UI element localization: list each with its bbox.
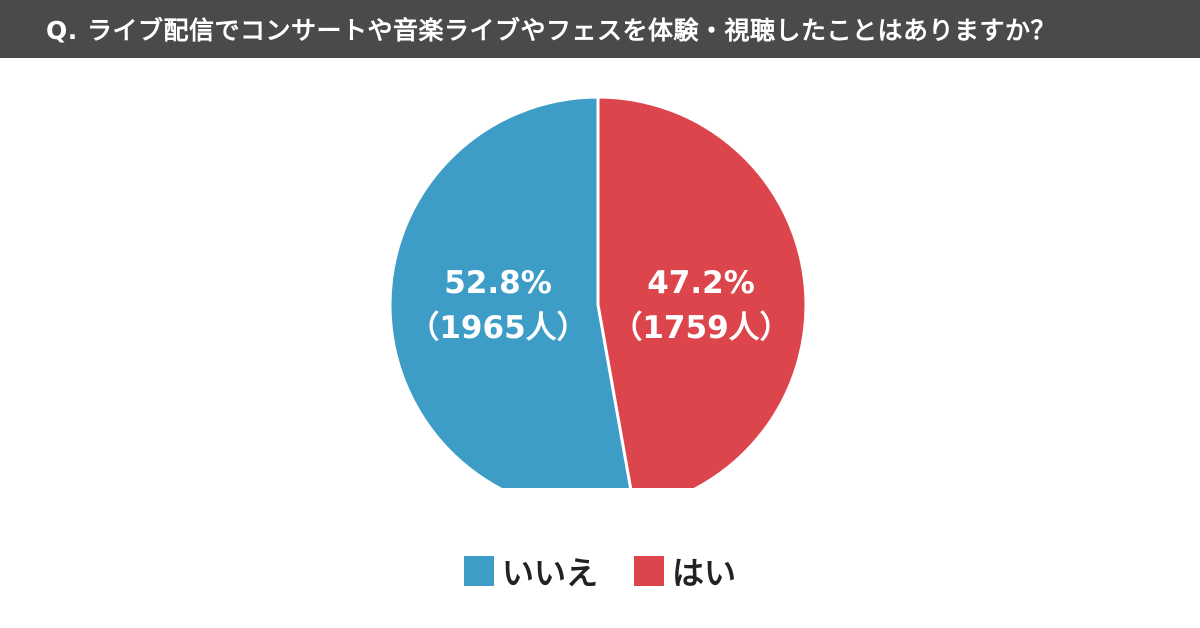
chart-area: 52.8% （1965人） 47.2% （1759人） いいえ はい (0, 58, 1200, 628)
slice-label-yes-percent: 47.2% (647, 265, 755, 301)
legend-label-no: いいえ (501, 554, 598, 592)
slice-label-no-count: （1965人） (408, 310, 587, 346)
chart-title-bar: Q. ライブ配信でコンサートや音楽ライブやフェスを体験・視聴したことはありますか… (0, 0, 1200, 58)
pie-slice-no (388, 95, 633, 488)
pie-slice-yes (596, 95, 808, 488)
legend-swatch-no (463, 556, 494, 586)
slice-label-yes-count: （1759人） (611, 310, 790, 346)
legend-item-no: いいえ (463, 548, 598, 594)
legend: いいえ はい (0, 548, 1200, 594)
legend-swatch-yes (634, 556, 664, 586)
slice-label-no-percent: 52.8% (444, 265, 552, 301)
legend-label-yes: はい (672, 554, 737, 592)
legend-item-yes: はい (634, 548, 736, 594)
pie-chart: 52.8% （1965人） 47.2% （1759人） (388, 95, 808, 488)
chart-title: Q. ライブ配信でコンサートや音楽ライブやフェスを体験・視聴したことはありますか… (46, 16, 1056, 45)
